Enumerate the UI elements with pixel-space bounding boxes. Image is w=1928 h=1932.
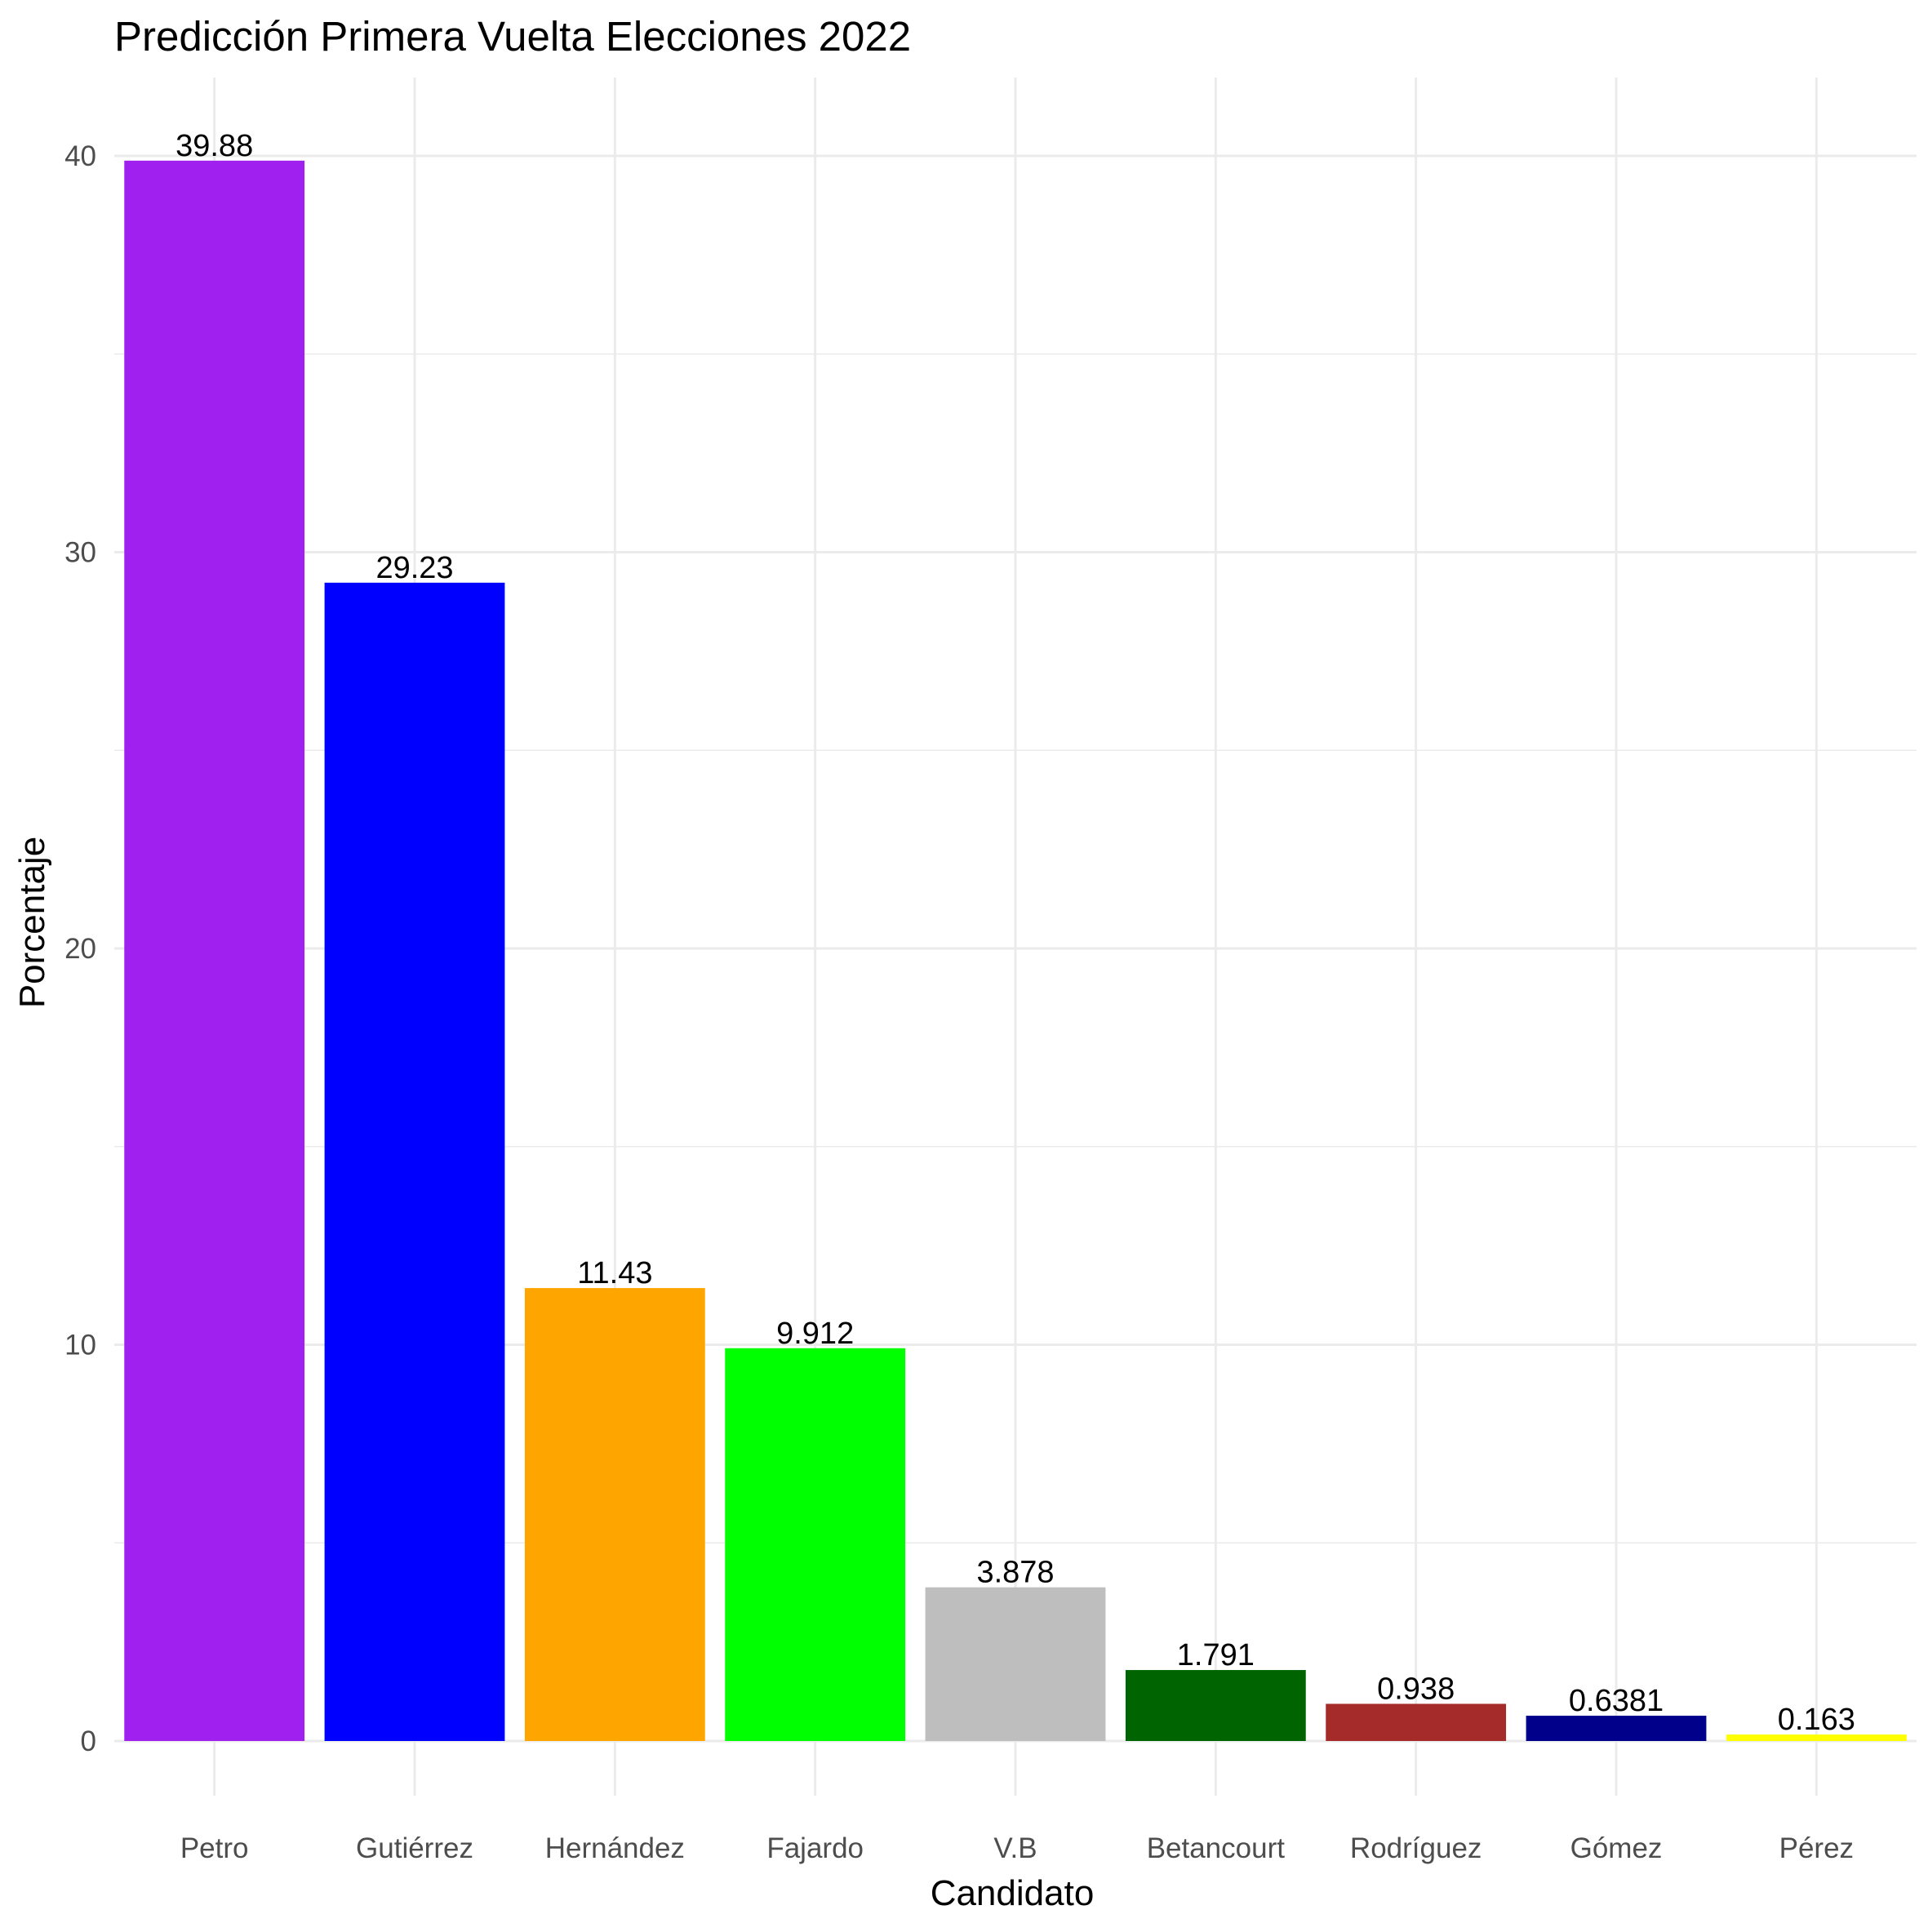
y-tick-label: 10	[64, 1330, 96, 1361]
y-tick-label: 40	[64, 140, 96, 172]
y-tick-label: 20	[64, 933, 96, 965]
x-tick-label: Gutiérrez	[356, 1832, 473, 1864]
y-tick-labels: 0 10 20 30 40	[64, 140, 96, 1757]
bar-Betancourt	[1125, 1670, 1306, 1741]
x-tick-label: Petro	[180, 1832, 249, 1864]
y-tick-label: 30	[64, 537, 96, 569]
data-labels: 39.88 29.23 11.43 9.912 3.878 1.791 0.938 0.638…	[175, 129, 1855, 1737]
x-tick-label: Fajardo	[766, 1832, 864, 1864]
bar-Gómez	[1526, 1716, 1707, 1741]
data-label: 0.938	[1377, 1672, 1455, 1706]
bar-Pérez	[1726, 1734, 1907, 1741]
data-label: 11.43	[577, 1256, 652, 1290]
data-label: 0.163	[1778, 1703, 1855, 1737]
x-tick-labels: Petro Gutiérrez Hernández Fajardo V.B Betanco…	[180, 1832, 1854, 1864]
bars	[124, 160, 1907, 1741]
x-tick-label: Hernández	[545, 1832, 685, 1864]
x-tick-label: V.B	[993, 1832, 1037, 1864]
bar-Rodríguez	[1326, 1703, 1507, 1741]
y-axis-title: Porcentaje	[12, 837, 52, 1008]
data-label: 39.88	[175, 129, 253, 163]
x-tick-label: Gómez	[1570, 1832, 1663, 1864]
x-axis-title: Candidato	[931, 1873, 1095, 1913]
data-label: 1.791	[1177, 1638, 1255, 1672]
x-tick-label: Rodríguez	[1350, 1832, 1482, 1864]
x-tick-label: Pérez	[1779, 1832, 1854, 1864]
y-tick-label: 0	[81, 1725, 96, 1757]
x-tick-label: Betancourt	[1147, 1832, 1286, 1864]
bar-Fajardo	[725, 1348, 906, 1741]
data-label: 3.878	[976, 1556, 1054, 1590]
bar-Gutiérrez	[324, 582, 505, 1741]
bar-V.B	[925, 1587, 1106, 1741]
bar-Petro	[124, 160, 305, 1741]
chart-title: Predicción Primera Vuelta Elecciones 202…	[114, 13, 911, 60]
data-label: 9.912	[776, 1317, 854, 1351]
data-label: 29.23	[375, 551, 453, 585]
bar-Hernández	[524, 1288, 705, 1741]
data-label: 0.6381	[1569, 1684, 1664, 1718]
